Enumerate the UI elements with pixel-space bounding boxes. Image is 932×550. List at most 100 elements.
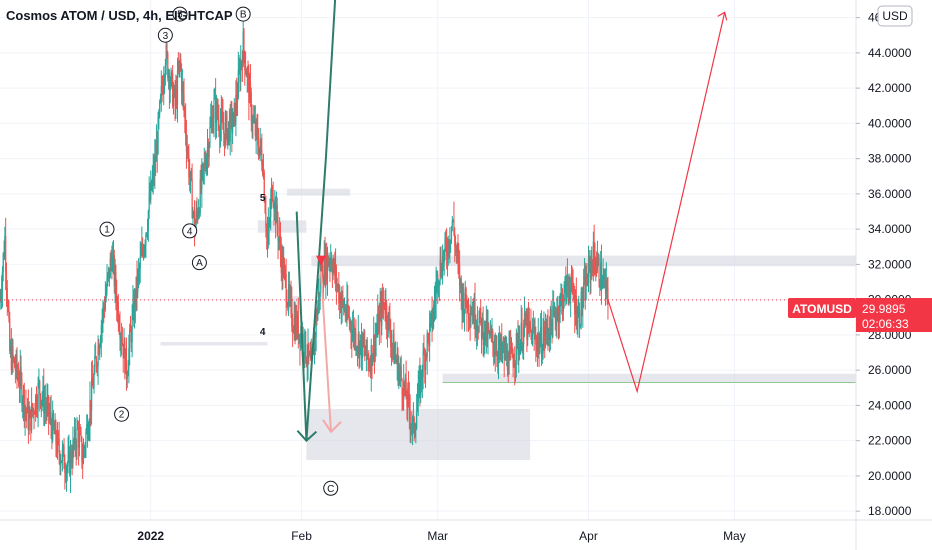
candle-body bbox=[83, 447, 85, 449]
candle-body bbox=[531, 329, 533, 345]
candle-body bbox=[489, 330, 491, 336]
candle-body bbox=[579, 325, 581, 327]
candle-body bbox=[121, 343, 124, 345]
candle-body bbox=[286, 301, 288, 306]
candle-body bbox=[591, 264, 594, 273]
currency-button[interactable]: USD bbox=[877, 5, 913, 27]
candle-body bbox=[429, 315, 432, 323]
candle-body bbox=[420, 370, 422, 397]
candle-body bbox=[55, 423, 57, 445]
candle-body bbox=[345, 315, 347, 317]
candle-body bbox=[197, 211, 200, 218]
candle-body bbox=[277, 225, 279, 242]
candle-body bbox=[148, 194, 150, 212]
candle-body bbox=[406, 398, 408, 407]
candle-body bbox=[124, 340, 126, 374]
candle-body bbox=[427, 334, 429, 335]
candle-body bbox=[180, 69, 183, 93]
candle-body bbox=[133, 294, 136, 321]
candle-body bbox=[110, 258, 112, 261]
candle-body bbox=[396, 353, 398, 363]
candle-body bbox=[51, 424, 53, 441]
candle-body bbox=[523, 326, 525, 345]
candle-body bbox=[378, 313, 380, 334]
candle-body bbox=[143, 247, 145, 256]
candle-body bbox=[405, 377, 407, 399]
candle-body bbox=[208, 144, 210, 158]
candle-body bbox=[447, 240, 449, 260]
candle-body bbox=[86, 423, 89, 439]
candle-body bbox=[390, 344, 393, 347]
candle-body bbox=[123, 340, 125, 359]
candle-body bbox=[510, 346, 512, 351]
candle-body bbox=[490, 330, 492, 334]
candle-body bbox=[267, 226, 269, 244]
candle-body bbox=[264, 200, 266, 213]
candle-body bbox=[284, 268, 286, 275]
candle-body bbox=[470, 314, 472, 322]
candle-body bbox=[417, 383, 419, 402]
candle-body bbox=[185, 116, 187, 136]
candle-body bbox=[206, 146, 209, 157]
candle-body bbox=[441, 256, 444, 277]
candle-body bbox=[452, 220, 454, 222]
green-arrow-head bbox=[296, 430, 318, 443]
candle-body bbox=[522, 344, 524, 350]
support-zone bbox=[160, 341, 268, 346]
candle-body bbox=[363, 344, 365, 346]
candle-body bbox=[218, 119, 220, 131]
candle-body bbox=[403, 380, 406, 389]
candle-body bbox=[225, 115, 227, 123]
candle-body bbox=[495, 350, 497, 356]
candle-body bbox=[582, 300, 584, 310]
candle-body bbox=[241, 61, 243, 67]
candle-body bbox=[192, 212, 194, 219]
candle-body bbox=[68, 450, 70, 455]
candle-body bbox=[17, 372, 19, 377]
candle-body bbox=[529, 321, 531, 329]
candle-body bbox=[401, 379, 403, 395]
candle-body bbox=[21, 378, 23, 406]
candle-body bbox=[527, 314, 530, 324]
candle-body bbox=[450, 240, 452, 244]
candle-body bbox=[446, 244, 448, 256]
candle-body bbox=[437, 285, 440, 288]
candle-body bbox=[73, 428, 76, 444]
candle-body bbox=[334, 267, 337, 276]
candle-body bbox=[212, 118, 214, 132]
candle-body bbox=[460, 278, 462, 292]
candle-body bbox=[358, 334, 360, 358]
wave-label-text: A bbox=[196, 258, 203, 269]
candle-body bbox=[469, 318, 471, 322]
wave-label-text: 4 bbox=[187, 226, 193, 237]
candle-body bbox=[279, 235, 282, 252]
candle-body bbox=[283, 264, 286, 269]
candle-body bbox=[581, 292, 583, 310]
candle-body bbox=[368, 358, 370, 368]
candle-body bbox=[322, 282, 325, 284]
candle-body bbox=[259, 139, 261, 148]
candle-body bbox=[22, 402, 24, 406]
candle-body bbox=[292, 327, 294, 332]
candle-body bbox=[393, 334, 395, 364]
candle-body bbox=[125, 348, 128, 379]
candle-body bbox=[45, 406, 47, 411]
candle-body bbox=[175, 90, 177, 106]
candle-body bbox=[187, 150, 189, 154]
candle-body bbox=[261, 149, 263, 166]
candle-body bbox=[39, 380, 41, 395]
red-marker-triangle bbox=[316, 255, 326, 267]
candle-body bbox=[324, 255, 326, 282]
candle-body bbox=[303, 353, 305, 357]
candle-body bbox=[292, 331, 295, 333]
candle-body bbox=[23, 389, 25, 417]
candle-body bbox=[604, 278, 606, 279]
candle-body bbox=[592, 241, 594, 273]
candle-body bbox=[578, 309, 580, 313]
small-wave-label: 5 bbox=[260, 193, 266, 204]
candle-body bbox=[191, 178, 193, 219]
candle-body bbox=[431, 311, 433, 328]
candle-body bbox=[444, 237, 446, 251]
candle-body bbox=[442, 256, 445, 263]
